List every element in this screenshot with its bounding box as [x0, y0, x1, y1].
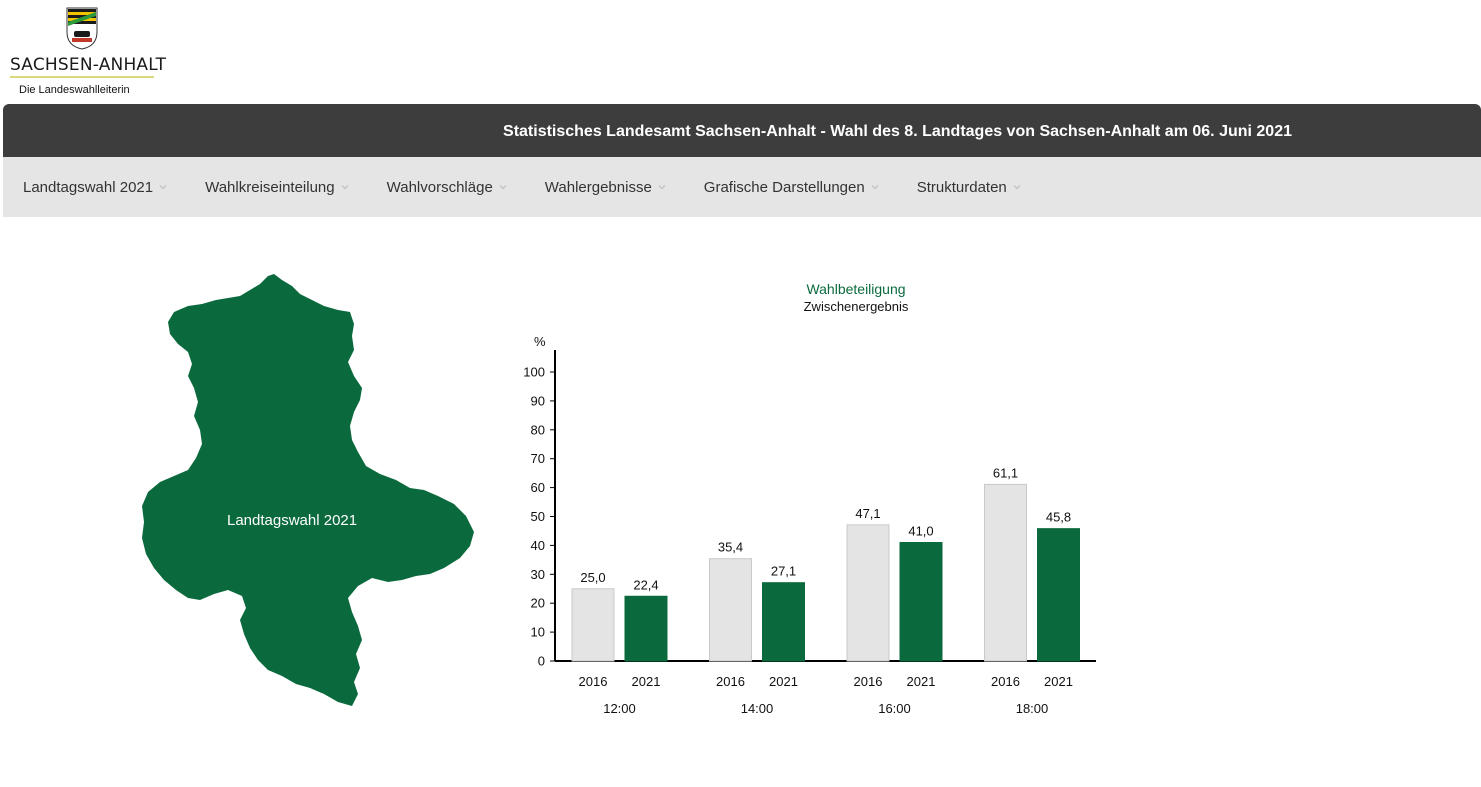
logo-subtitle: Die Landeswahlleiterin [19, 84, 130, 96]
x-tick-label-year: 2016 [716, 674, 745, 689]
chevron-down-icon [499, 185, 507, 190]
nav-item-grafische-darstellungen[interactable]: Grafische Darstellungen [704, 179, 879, 196]
y-tick-label: 10 [531, 625, 545, 640]
bar-value-label: 22,4 [633, 577, 658, 592]
y-tick-label: 50 [531, 509, 545, 524]
chevron-down-icon [658, 185, 666, 190]
nav-item-label: Wahlkreiseinteilung [205, 178, 335, 196]
chevron-down-icon [1013, 185, 1021, 190]
x-group-label: 16:00 [878, 701, 911, 716]
y-tick-label: 100 [523, 365, 545, 380]
turnout-bar-chart: % 0 10 20 30 40 50 60 70 80 90 100 25,0 2016 22,4 2021 1… [523, 334, 1096, 716]
chevron-down-icon [159, 185, 167, 190]
header-bar: Statistisches Landesamt Sachsen-Anhalt -… [3, 104, 1481, 157]
y-tick-label: 70 [531, 451, 545, 466]
chevron-down-icon [871, 185, 879, 190]
y-tick-label: 60 [531, 480, 545, 495]
bar-2016-14:00 [709, 558, 752, 662]
nav-item-strukturdaten[interactable]: Strukturdaten [917, 179, 1021, 196]
chevron-down-icon [341, 185, 349, 190]
bar-value-label: 27,1 [771, 564, 796, 579]
nav-item-label: Wahlvorschläge [386, 178, 493, 196]
y-tick-label: 30 [531, 567, 545, 582]
x-group-label: 18:00 [1016, 701, 1049, 716]
nav-item-label: Landtagswahl 2021 [23, 178, 154, 196]
bar-value-label: 25,0 [580, 570, 605, 585]
bar-value-label: 41,0 [908, 524, 933, 539]
y-tick-label: 40 [531, 538, 545, 553]
x-tick-label-year: 2016 [991, 674, 1020, 689]
state-map[interactable] [140, 270, 476, 710]
bar-2021-16:00 [899, 542, 943, 662]
bar-value-label: 35,4 [718, 540, 743, 555]
y-tick-label: 80 [531, 422, 545, 437]
x-group-label: 14:00 [741, 701, 774, 716]
nav-item-landtagswahl-2021[interactable]: Landtagswahl 2021 [23, 179, 167, 196]
main-nav: Landtagswahl 2021 Wahlkreiseinteilung Wa… [3, 157, 1481, 217]
bar-2021-18:00 [1037, 528, 1080, 662]
bar-value-label: 61,1 [993, 465, 1018, 480]
y-tick-label: 90 [531, 393, 545, 408]
x-tick-label-year: 2021 [769, 674, 798, 689]
x-tick-label-year: 2021 [1044, 674, 1073, 689]
logo-wordmark: SACHSEN-ANHALT [10, 55, 167, 75]
bar-value-label: 45,8 [1046, 510, 1071, 525]
state-map-shape [142, 274, 474, 706]
x-tick-label-year: 2021 [907, 674, 936, 689]
coat-of-arms-icon [66, 7, 98, 50]
bar-2016-16:00 [846, 524, 890, 662]
nav-item-wahlvorschlaege[interactable]: Wahlvorschläge [387, 179, 507, 196]
y-tick-label: 0 [538, 654, 545, 669]
y-axis-unit: % [534, 334, 546, 349]
bar-value-label: 47,1 [855, 506, 880, 521]
x-tick-label-year: 2016 [854, 674, 883, 689]
x-group-label: 12:00 [603, 701, 636, 716]
nav-item-label: Strukturdaten [916, 178, 1007, 196]
x-tick-label-year: 2021 [632, 674, 661, 689]
y-tick-label: 20 [531, 596, 545, 611]
bar-2021-14:00 [762, 582, 805, 662]
x-tick-label-year: 2016 [579, 674, 608, 689]
page-title: Statistisches Landesamt Sachsen-Anhalt -… [503, 123, 1292, 140]
chart-subtitle: Zwischenergebnis [803, 299, 909, 314]
nav-item-label: Grafische Darstellungen [703, 178, 865, 196]
logo-underline [10, 76, 154, 78]
bar-2016-18:00 [984, 483, 1027, 662]
bar-2021-12:00 [624, 595, 668, 662]
chart-title: Wahlbeteiligung [806, 281, 906, 297]
nav-item-label: Wahlergebnisse [544, 178, 652, 196]
nav-item-wahlkreiseinteilung[interactable]: Wahlkreiseinteilung [205, 179, 349, 196]
map-label: Landtagswahl 2021 [227, 512, 358, 529]
nav-item-wahlergebnisse[interactable]: Wahlergebnisse [545, 179, 666, 196]
bar-2016-12:00 [571, 588, 615, 662]
site-logo[interactable]: SACHSEN-ANHALT Die Landeswahlleiterin [10, 6, 167, 98]
